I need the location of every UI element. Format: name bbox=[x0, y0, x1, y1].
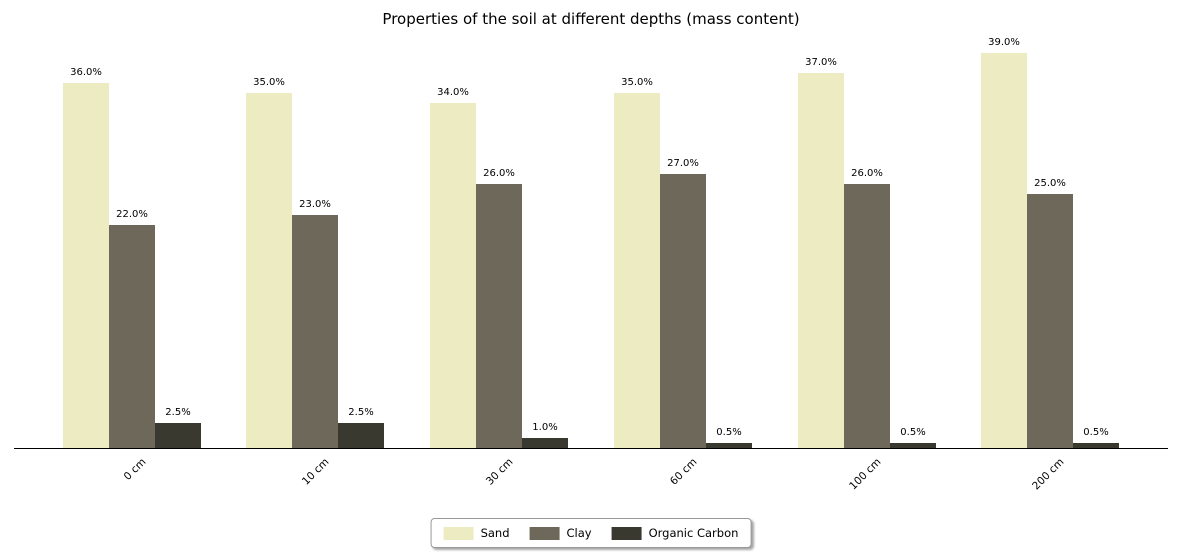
bar-clay-100-cm bbox=[844, 184, 890, 448]
bar-value-label: 26.0% bbox=[483, 168, 515, 179]
legend-label: Sand bbox=[480, 526, 510, 540]
legend-item-clay: Clay bbox=[529, 526, 592, 540]
bar-organic-carbon-0-cm bbox=[155, 423, 201, 448]
bar-value-label: 22.0% bbox=[116, 209, 148, 220]
bar-sand-0-cm bbox=[63, 83, 109, 448]
x-tick-label-100-cm: 100 cm bbox=[846, 456, 884, 493]
bar-value-label: 35.0% bbox=[621, 77, 653, 88]
bar-value-label: 23.0% bbox=[299, 199, 331, 210]
bar-value-label: 2.5% bbox=[165, 407, 191, 418]
bar-value-label: 25.0% bbox=[1034, 178, 1066, 189]
legend-label: Clay bbox=[566, 526, 592, 540]
bar-value-label: 0.5% bbox=[716, 427, 742, 438]
bar-value-label: 39.0% bbox=[988, 37, 1020, 48]
bar-sand-200-cm bbox=[981, 53, 1027, 448]
legend-item-sand: Sand bbox=[443, 526, 510, 540]
bar-value-label: 1.0% bbox=[532, 422, 558, 433]
bar-value-label: 26.0% bbox=[851, 168, 883, 179]
bar-value-label: 34.0% bbox=[437, 87, 469, 98]
bar-clay-200-cm bbox=[1027, 194, 1073, 448]
bar-organic-carbon-100-cm bbox=[890, 443, 936, 448]
bar-organic-carbon-30-cm bbox=[522, 438, 568, 448]
bar-organic-carbon-60-cm bbox=[706, 443, 752, 448]
x-axis-line bbox=[14, 448, 1168, 449]
x-tick-label-0-cm: 0 cm bbox=[121, 456, 149, 483]
bar-value-label: 0.5% bbox=[1083, 427, 1109, 438]
chart-title: Properties of the soil at different dept… bbox=[382, 10, 800, 28]
bar-value-label: 0.5% bbox=[900, 427, 926, 438]
bar-value-label: 36.0% bbox=[70, 67, 102, 78]
bar-clay-0-cm bbox=[109, 225, 155, 448]
legend-swatch-icon bbox=[443, 526, 474, 540]
bar-organic-carbon-200-cm bbox=[1073, 443, 1119, 448]
bar-sand-100-cm bbox=[798, 73, 844, 448]
legend-label: Organic Carbon bbox=[648, 526, 739, 540]
bar-clay-60-cm bbox=[660, 174, 706, 448]
legend-item-organic-carbon: Organic Carbon bbox=[611, 526, 739, 540]
bar-value-label: 27.0% bbox=[667, 158, 699, 169]
x-tick-label-10-cm: 10 cm bbox=[300, 456, 332, 488]
bar-clay-30-cm bbox=[476, 184, 522, 448]
bar-organic-carbon-10-cm bbox=[338, 423, 384, 448]
bar-sand-30-cm bbox=[430, 103, 476, 448]
legend-swatch-icon bbox=[529, 526, 560, 540]
bar-sand-10-cm bbox=[246, 93, 292, 448]
bar-value-label: 35.0% bbox=[253, 77, 285, 88]
x-tick-label-60-cm: 60 cm bbox=[667, 456, 700, 488]
bar-clay-10-cm bbox=[292, 215, 338, 448]
bar-value-label: 2.5% bbox=[348, 407, 374, 418]
bar-sand-60-cm bbox=[614, 93, 660, 448]
legend-swatch-icon bbox=[611, 526, 642, 540]
legend: Sand Clay Organic Carbon bbox=[430, 518, 752, 548]
x-tick-label-30-cm: 30 cm bbox=[483, 456, 516, 488]
bar-value-label: 37.0% bbox=[805, 57, 837, 68]
x-tick-label-200-cm: 200 cm bbox=[1030, 456, 1067, 493]
